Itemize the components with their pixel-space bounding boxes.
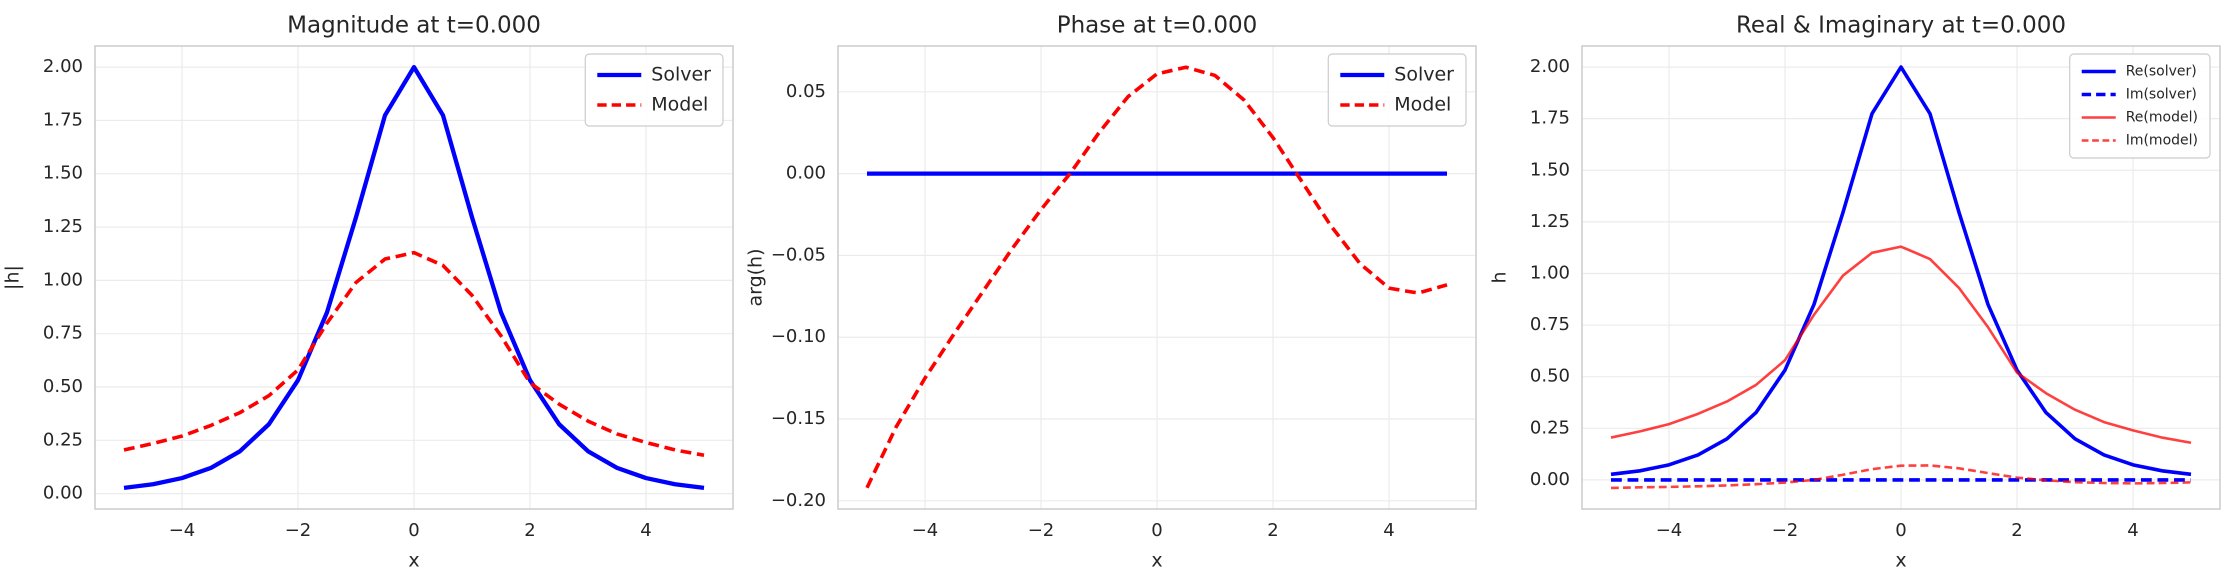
x-tick-label: 4 (640, 520, 651, 541)
legend-label: Solver (651, 64, 711, 86)
y-tick-label: 1.50 (1530, 159, 1570, 180)
y-tick-label: −0.15 (771, 408, 826, 429)
y-tick-label: 0.05 (786, 81, 826, 102)
axes-frame (1581, 45, 2221, 510)
x-tick-label: 4 (1383, 520, 1394, 541)
series-line (1610, 464, 2192, 490)
chart-title: Magnitude at t=0.000 (287, 13, 541, 39)
x-tick-label: 0 (1895, 520, 1906, 541)
y-axis-label: arg(h) (745, 248, 767, 306)
axes-frame (837, 45, 1477, 510)
x-tick-label: 2 (1267, 520, 1278, 541)
x-tick-label: −4 (169, 520, 196, 541)
legend-label: Model (651, 94, 708, 116)
y-tick-label: 1.25 (43, 216, 83, 237)
legend-label: Im(model) (2126, 133, 2198, 149)
y-axis-label: |h| (2, 265, 24, 290)
legend-label: Re(model) (2126, 110, 2198, 126)
y-tick-label: 0.50 (43, 376, 83, 397)
y-tick-label: −0.10 (771, 326, 826, 347)
legend: Solver Model (1327, 53, 1467, 127)
subplot: −4 −2 0 2 4 0.00 0.25 0.50 0.75 1.00 1.25 1.50 1.75 2… (1489, 13, 2221, 572)
y-tick-label: 1.50 (43, 163, 83, 184)
y-tick-label: 1.00 (43, 269, 83, 290)
x-tick-label: 0 (408, 520, 419, 541)
legend-label: Im(solver) (2126, 87, 2197, 103)
x-tick-label: 2 (2011, 520, 2022, 541)
y-tick-label: 0.75 (43, 323, 83, 344)
y-tick-label: 1.75 (43, 109, 83, 130)
subplot: −4 −2 0 2 4 0.00 0.25 0.50 0.75 1.00 1.25 1.50 1.75 2… (2, 13, 734, 572)
series-line (1610, 65, 2192, 477)
x-tick-label: 4 (2127, 520, 2138, 541)
series-line (123, 64, 705, 491)
series-line (123, 250, 705, 458)
legend-label: Re(solver) (2126, 64, 2197, 80)
series-line (1610, 245, 2192, 445)
y-tick-label: 0.75 (1530, 314, 1570, 335)
legend-box (584, 53, 724, 127)
axes-frame (94, 45, 734, 510)
y-tick-label: 0.00 (1530, 469, 1570, 490)
y-tick-label: 0.00 (43, 483, 83, 504)
x-tick-label: −2 (285, 520, 312, 541)
x-tick-label: −4 (912, 520, 939, 541)
legend-box (2069, 53, 2211, 159)
legend-label: Solver (1394, 64, 1454, 86)
y-tick-label: 0.25 (1530, 417, 1570, 438)
y-axis-label: h (1489, 271, 1511, 283)
y-tick-label: 2.00 (1530, 56, 1570, 77)
chart-title: Phase at t=0.000 (1057, 13, 1258, 39)
x-tick-label: 0 (1151, 520, 1162, 541)
legend: Solver Model (584, 53, 724, 127)
x-tick-label: −2 (1772, 520, 1799, 541)
x-tick-label: −4 (1656, 520, 1683, 541)
legend: Re(solver) Im(solver) Re(model) Im(model) (2069, 53, 2211, 159)
y-tick-label: 0.50 (1530, 366, 1570, 387)
y-tick-label: 2.00 (43, 56, 83, 77)
x-tick-label: 2 (524, 520, 535, 541)
legend-box (1327, 53, 1467, 127)
y-tick-label: 1.00 (1530, 262, 1570, 283)
x-axis-label: x (1151, 550, 1162, 572)
y-tick-label: 1.25 (1530, 211, 1570, 232)
y-tick-label: 1.75 (1530, 108, 1570, 129)
chart-title: Real & Imaginary at t=0.000 (1736, 13, 2066, 39)
x-axis-label: x (1895, 550, 1906, 572)
y-tick-label: 0.25 (43, 429, 83, 450)
subplot: −4 −2 0 2 4 −0.20 −0.15 −0.10 −0.05 0.00 0.05 Phase… (745, 13, 1477, 572)
y-tick-label: −0.05 (771, 244, 826, 265)
x-axis-label: x (408, 550, 419, 572)
y-tick-label: 0.00 (786, 163, 826, 184)
x-tick-label: −2 (1028, 520, 1055, 541)
y-tick-label: −0.20 (771, 490, 826, 511)
legend-label: Model (1394, 94, 1451, 116)
